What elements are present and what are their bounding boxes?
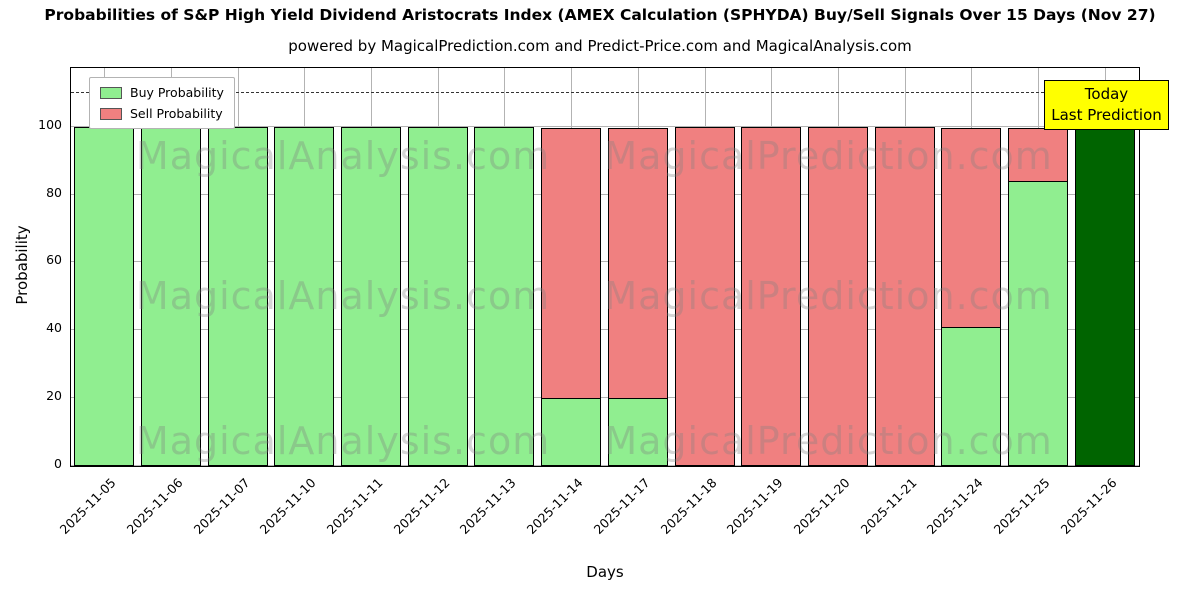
bar-buy-segment <box>407 126 468 466</box>
x-tick-label: 2025-11-13 <box>457 475 520 537</box>
horizontal-gridline <box>71 397 1139 399</box>
x-tick-label: 2025-11-19 <box>723 475 786 537</box>
x-tick-label: 2025-11-12 <box>390 475 453 537</box>
bar-buy-segment <box>1074 126 1135 466</box>
bar-sell-segment <box>607 127 668 400</box>
chart-subtitle: powered by MagicalPrediction.com and Pre… <box>288 37 912 55</box>
x-tick-label: 2025-11-14 <box>523 475 586 537</box>
x-tick-label: 2025-11-21 <box>857 475 920 537</box>
legend-swatch <box>100 107 122 120</box>
x-tick-label: 2025-11-25 <box>990 475 1053 537</box>
watermark-text: MagicalAnalysis.com <box>135 419 551 463</box>
bar-sell-segment <box>741 126 802 466</box>
y-tick-label: 0 <box>54 456 62 471</box>
legend-label: Sell Probability <box>130 106 223 121</box>
legend-item: Buy Probability <box>100 85 224 100</box>
legend: Buy Probability Sell Probability <box>89 77 235 129</box>
annotation-line1: Today <box>1084 85 1129 103</box>
bar-sell-segment <box>941 127 1002 328</box>
watermark-text: MagicalPrediction.com <box>604 419 1053 463</box>
bar-buy-segment <box>274 126 335 466</box>
watermark-text: MagicalAnalysis.com <box>135 274 551 318</box>
upper-dashed-line <box>71 91 1139 93</box>
bar-sell-segment <box>1007 127 1068 182</box>
x-axis-label: Days <box>586 563 624 581</box>
x-tick-label: 2025-11-24 <box>923 475 986 537</box>
chart-title: Probabilities of S&P High Yield Dividend… <box>44 6 1156 24</box>
x-tick-label: 2025-11-18 <box>657 475 720 537</box>
bar-buy-segment <box>74 126 135 466</box>
bar-buy-segment <box>341 126 402 466</box>
horizontal-gridline <box>71 261 1139 263</box>
annotation-line2: Last Prediction <box>1051 106 1162 124</box>
today-annotation: Today Last Prediction <box>1044 80 1169 130</box>
bar-sell-segment <box>674 126 735 466</box>
bar-sell-segment <box>874 126 935 466</box>
bar-buy-segment <box>474 126 535 466</box>
x-tick-label: 2025-11-11 <box>323 475 386 537</box>
legend-label: Buy Probability <box>130 85 224 100</box>
horizontal-gridline <box>71 193 1139 195</box>
bar-buy-segment <box>141 126 202 466</box>
x-tick-label: 2025-11-07 <box>190 475 253 537</box>
y-tick-label: 40 <box>46 320 62 336</box>
plot-area: MagicalAnalysis.com MagicalPrediction.com… <box>70 67 1140 467</box>
horizontal-gridline <box>71 329 1139 331</box>
horizontal-gridline <box>71 465 1139 466</box>
horizontal-gridline <box>71 125 1139 127</box>
y-tick-label: 60 <box>46 252 62 268</box>
bar-buy-segment <box>1007 180 1068 466</box>
watermark-text: MagicalAnalysis.com <box>135 134 551 178</box>
bar-buy-segment <box>207 126 268 466</box>
bar-sell-segment <box>807 126 868 466</box>
y-tick-label: 80 <box>46 184 62 200</box>
bar-buy-segment <box>941 326 1002 466</box>
x-tick-label: 2025-11-06 <box>123 475 186 537</box>
x-tick-label: 2025-11-10 <box>257 475 320 537</box>
bar-sell-segment <box>541 127 602 400</box>
watermark-text: MagicalPrediction.com <box>604 274 1053 318</box>
x-tick-label: 2025-11-05 <box>56 475 119 537</box>
legend-swatch <box>100 86 122 99</box>
x-tick-label: 2025-11-17 <box>590 475 653 537</box>
x-tick-label: 2025-11-20 <box>790 475 853 537</box>
y-tick-label: 20 <box>46 388 62 404</box>
x-tick-label: 2025-11-26 <box>1057 475 1120 537</box>
y-tick-label: 100 <box>38 116 62 132</box>
legend-item: Sell Probability <box>100 106 224 121</box>
watermark-text: MagicalPrediction.com <box>604 134 1053 178</box>
